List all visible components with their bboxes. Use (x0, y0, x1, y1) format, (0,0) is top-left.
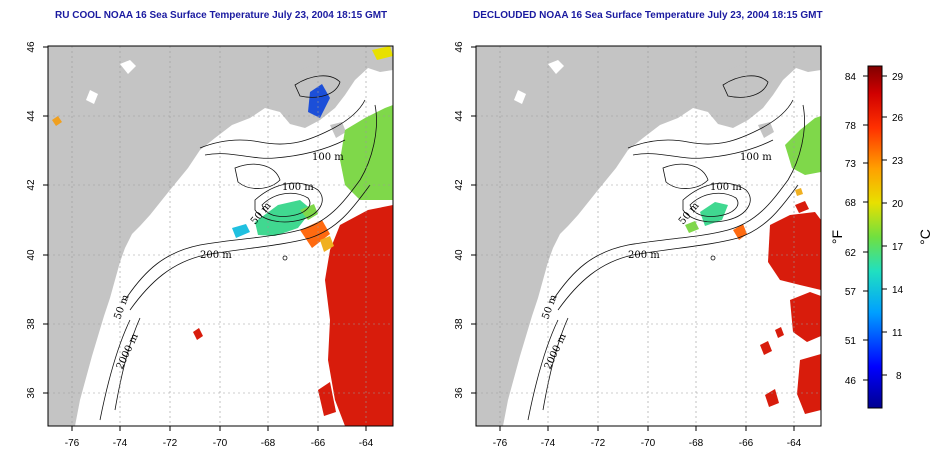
warm-sst-region (768, 212, 821, 290)
fahrenheit-tick: 46 (845, 376, 857, 387)
celsius-unit-label: °C (917, 229, 933, 245)
celsius-tick: 20 (892, 199, 904, 210)
left-y-tick-labels: 46 44 42 40 38 36 (26, 41, 37, 399)
fahrenheit-tick: 78 (845, 121, 857, 132)
fahrenheit-tick: 73 (845, 159, 857, 170)
y-tick-label: 46 (454, 41, 465, 53)
right-map-title: DECLOUDED NOAA 16 Sea Surface Temperatur… (473, 10, 823, 21)
x-tick-label: -76 (493, 438, 508, 449)
y-tick-label: 36 (26, 387, 37, 399)
celsius-tick: 8 (896, 371, 902, 382)
x-tick-label: -66 (739, 438, 754, 449)
left-map-title: RU COOL NOAA 16 Sea Surface Temperature … (55, 10, 388, 21)
x-tick-label: -74 (113, 438, 128, 449)
right-x-tick-labels: -76 -74 -72 -70 -68 -66 -64 (493, 438, 802, 449)
contour-label-100m-b: 100 m (282, 182, 314, 193)
x-tick-label: -68 (261, 438, 276, 449)
cool-sst-region (308, 84, 330, 118)
x-tick-label: -64 (787, 438, 802, 449)
fahrenheit-tick: 84 (845, 72, 857, 83)
celsius-tick: 11 (892, 328, 903, 339)
x-tick-label: -74 (541, 438, 556, 449)
green-sst-region (785, 116, 821, 175)
y-tick-label: 42 (26, 179, 37, 191)
land-mass (48, 46, 393, 426)
fahrenheit-unit-label: °F (829, 230, 845, 244)
y-tick-label: 38 (26, 318, 37, 330)
fahrenheit-tick: 62 (845, 248, 857, 259)
x-tick-label: -68 (689, 438, 704, 449)
fahrenheit-tick: 51 (845, 336, 857, 347)
x-tick-label: -70 (641, 438, 656, 449)
celsius-tick: 14 (892, 285, 904, 296)
left-map: 100 m 100 m 50 m 200 m 50 m 2000 m (26, 41, 394, 449)
y-tick-label: 44 (454, 110, 465, 122)
x-tick-label: -66 (311, 438, 326, 449)
y-tick-label: 46 (26, 41, 37, 53)
right-map: 100 m 100 m 50 m 200 m 50 m 2000 m (454, 41, 822, 449)
y-tick-label: 38 (454, 318, 465, 330)
x-tick-label: -64 (359, 438, 374, 449)
x-tick-label: -70 (213, 438, 228, 449)
x-tick-label: -72 (591, 438, 606, 449)
x-tick-label: -76 (65, 438, 80, 449)
y-tick-label: 44 (26, 110, 37, 122)
celsius-tick: 23 (892, 156, 904, 167)
left-x-tick-labels: -76 -74 -72 -70 -68 -66 -64 (65, 438, 374, 449)
contour-label-200m: 200 m (200, 250, 232, 261)
y-tick-label: 40 (454, 249, 465, 261)
contour-label-200m: 200 m (628, 250, 660, 261)
temperature-colorbar: 84 78 73 68 62 57 51 46 29 26 23 20 17 1… (829, 65, 933, 409)
right-y-tick-labels: 46 44 42 40 38 36 (454, 41, 465, 399)
celsius-tick: 17 (892, 242, 904, 253)
warm-sst-region (325, 205, 393, 426)
celsius-tick: 29 (892, 72, 904, 83)
contour-label-100m-a: 100 m (740, 152, 772, 163)
y-tick-label: 42 (454, 179, 465, 191)
fahrenheit-tick-labels: 84 78 73 68 62 57 51 46 (845, 72, 857, 387)
land-mass (476, 46, 821, 426)
contour-label-100m-b: 100 m (710, 182, 742, 193)
fahrenheit-tick: 57 (845, 287, 857, 298)
x-tick-label: -72 (163, 438, 178, 449)
fahrenheit-tick: 68 (845, 198, 857, 209)
celsius-tick: 26 (892, 113, 904, 124)
y-tick-label: 40 (26, 249, 37, 261)
y-tick-label: 36 (454, 387, 465, 399)
contour-label-100m-a: 100 m (312, 152, 344, 163)
green-sst-region (340, 105, 393, 200)
celsius-tick-labels: 29 26 23 20 17 14 11 8 (892, 72, 904, 382)
